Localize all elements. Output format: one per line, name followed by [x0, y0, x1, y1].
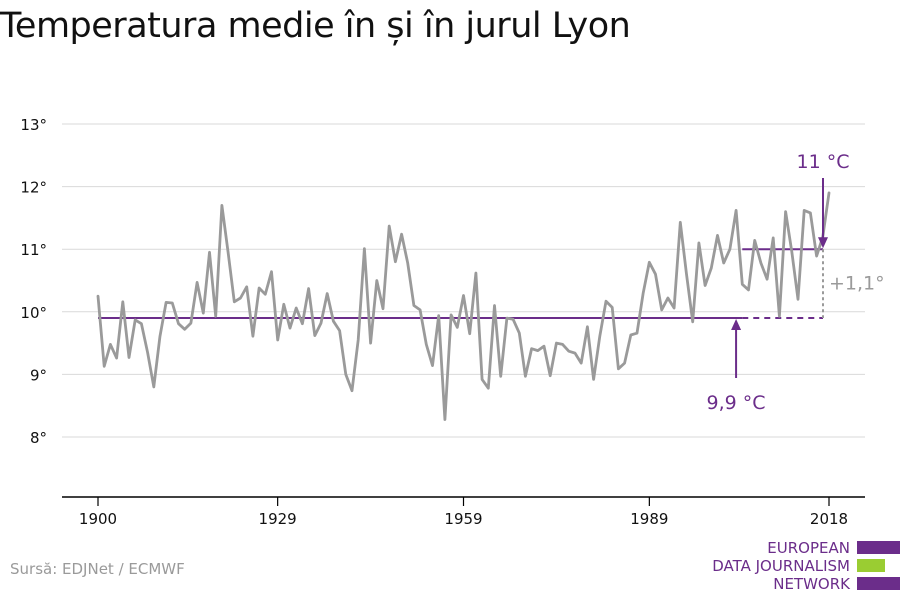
- edjnet-logo: EUROPEAN DATA JOURNALISM NETWORK: [700, 538, 900, 594]
- logo-bar-green: [857, 559, 885, 572]
- x-axis: 1900 1929 1959 1989 2018: [62, 496, 865, 528]
- logo-bar-purple-top: [857, 541, 900, 554]
- recent-average-label: 11 °C: [797, 151, 850, 173]
- x-tick-label: 1959: [444, 510, 482, 528]
- logo-line-3: NETWORK: [773, 575, 850, 593]
- temperature-series-line: [96, 191, 831, 421]
- x-tick-label: 1900: [79, 510, 117, 528]
- y-tick-label: 9°: [30, 366, 47, 384]
- annotations: +1,1° 11 °C 9,9 °C: [707, 151, 885, 414]
- difference-label: +1,1°: [829, 273, 885, 295]
- y-tick-label: 12°: [20, 179, 47, 197]
- source-note: Sursă: EDJNet / ECMWF: [10, 560, 185, 578]
- y-tick-label: 11°: [20, 241, 47, 259]
- x-tick-label: 1989: [630, 510, 668, 528]
- logo-line-1: EUROPEAN: [767, 539, 850, 557]
- recent-average-arrowhead: [818, 237, 828, 249]
- y-tick-label: 13°: [20, 116, 47, 134]
- y-axis: 8° 9° 10° 11° 12° 13°: [20, 116, 47, 447]
- grid-lines: [62, 123, 865, 438]
- x-tick-label: 1929: [259, 510, 297, 528]
- y-tick-label: 10°: [20, 304, 47, 322]
- series-group: [96, 191, 831, 421]
- x-tick-label: 2018: [810, 510, 848, 528]
- baseline-label: 9,9 °C: [707, 392, 766, 414]
- logo-bar-purple-bottom: [857, 577, 900, 590]
- logo-line-2: DATA JOURNALISM: [712, 557, 850, 575]
- baseline-arrowhead: [731, 319, 742, 331]
- y-tick-label: 8°: [30, 429, 47, 447]
- chart-title: Temperatura medie în și în jurul Lyon: [0, 6, 631, 46]
